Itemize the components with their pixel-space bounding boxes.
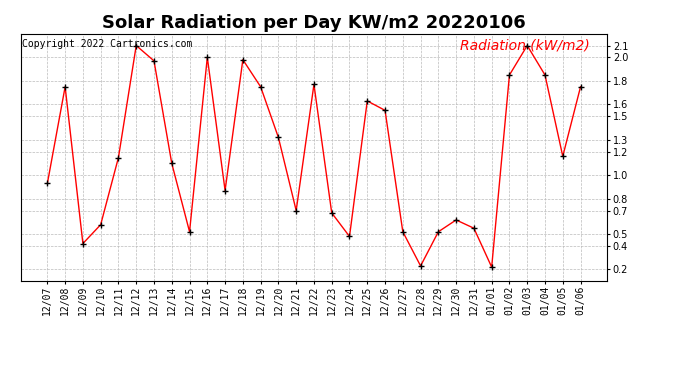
Text: Radiation (kW/m2): Radiation (kW/m2) [460,39,589,53]
Title: Solar Radiation per Day KW/m2 20220106: Solar Radiation per Day KW/m2 20220106 [102,14,526,32]
Text: Copyright 2022 Cartronics.com: Copyright 2022 Cartronics.com [22,39,193,49]
